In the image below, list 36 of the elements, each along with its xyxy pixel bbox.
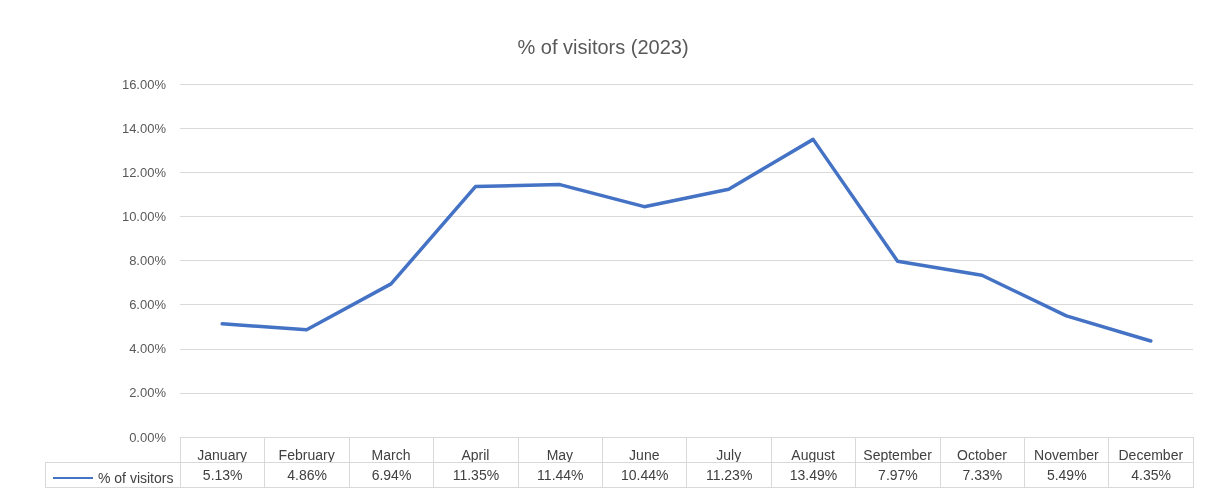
data-label: 4.86% [264, 462, 350, 488]
y-tick-label: 10.00% [121, 208, 167, 224]
x-tick-label: September [863, 447, 933, 463]
chart-title: % of visitors (2023) [517, 36, 689, 58]
x-tick-label: February [278, 447, 335, 463]
data-label: 6.94% [349, 462, 434, 488]
legend-label: % of visitors [98, 470, 174, 486]
y-tick-label: 16.00% [121, 76, 167, 92]
x-tick-label: June [629, 447, 660, 463]
x-tick-label: January [197, 447, 248, 463]
data-label: 11.44% [518, 462, 603, 488]
y-tick-label: 8.00% [129, 253, 167, 268]
y-tick-label: 2.00% [129, 385, 167, 401]
data-label: 13.49% [771, 462, 856, 488]
x-tick-label: December [1118, 447, 1184, 463]
x-tick-label: November [1034, 447, 1099, 463]
data-label: 5.13% [180, 462, 265, 488]
data-label: 11.23% [686, 462, 772, 488]
y-tick-label: 4.00% [129, 341, 167, 357]
x-tick-label: October [957, 447, 1008, 463]
data-label: 5.49% [1024, 462, 1109, 488]
y-tick-label: 0.00% [129, 429, 167, 445]
y-tick-label: 12.00% [121, 164, 167, 180]
x-tick-label: July [716, 447, 742, 463]
x-tick-label: March [371, 447, 411, 463]
x-tick-label: August [791, 447, 836, 463]
data-label: 11.35% [433, 462, 519, 488]
y-tick-label: 6.00% [129, 297, 167, 313]
data-label: 10.44% [602, 462, 687, 488]
line-series [220, 137, 1153, 343]
x-tick-label: April [461, 447, 490, 463]
x-tick-label: May [546, 447, 574, 463]
y-tick-label: 14.00% [121, 120, 167, 136]
data-label: 7.33% [940, 462, 1025, 488]
data-label: 4.35% [1108, 462, 1194, 488]
data-label: 7.97% [855, 462, 941, 488]
